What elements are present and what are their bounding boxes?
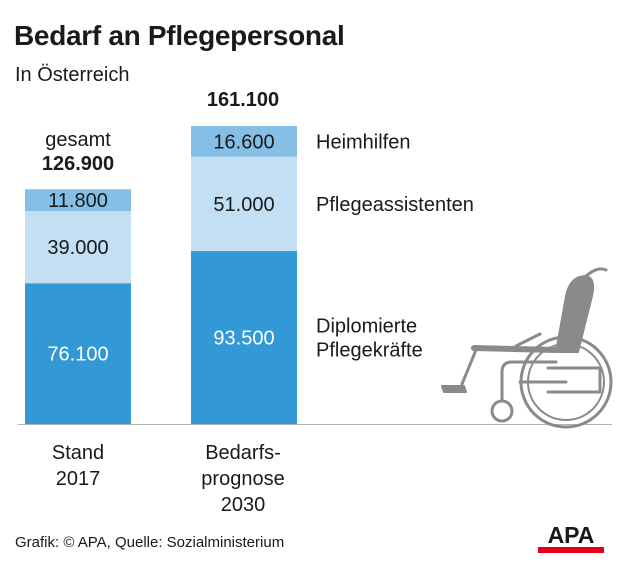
chart-title: Bedarf an Pflegepersonal bbox=[14, 20, 345, 51]
chart-subtitle: In Österreich bbox=[15, 64, 130, 86]
total-2017-prefix: gesamt bbox=[45, 129, 111, 151]
bar-segment bbox=[191, 251, 297, 424]
category-label-line: 2030 bbox=[220, 494, 266, 516]
total-2030: 161.100 bbox=[183, 88, 303, 112]
legend-label: Heimhilfen bbox=[316, 131, 410, 153]
data-label: 76.100 bbox=[47, 344, 108, 366]
data-label: 51.000 bbox=[213, 194, 274, 216]
bar-segment bbox=[25, 283, 131, 424]
category-label-2017: Stand 2017 bbox=[18, 440, 138, 492]
apa-logo: APA bbox=[538, 522, 604, 553]
wheelchair-icon bbox=[441, 267, 613, 429]
legend-label: Pflegekräfte bbox=[316, 340, 423, 362]
bar-segment bbox=[191, 156, 297, 252]
total-2017: gesamt 126.900 bbox=[18, 128, 138, 176]
svg-text:APA: APA bbox=[548, 522, 595, 548]
legend-label: Pflegeassistenten bbox=[316, 194, 474, 216]
stacked-bar-chart: 76.100 39.000 11.800 93.500 51.000 16.600 Dipl… bbox=[18, 126, 613, 429]
source-note: Grafik: © APA, Quelle: Sozialministerium bbox=[15, 534, 285, 551]
category-label-2030: Bedarfs- prognose 2030 bbox=[183, 440, 303, 518]
bar-segment bbox=[191, 126, 297, 157]
data-label: 39.000 bbox=[47, 237, 108, 259]
category-label-line: Stand bbox=[51, 442, 105, 464]
data-label: 16.600 bbox=[213, 131, 274, 153]
bar-segment bbox=[25, 211, 131, 284]
category-label-line: 2017 bbox=[55, 468, 101, 490]
category-label-line: Bedarfs- bbox=[205, 442, 281, 464]
total-2030-value: 161.100 bbox=[206, 89, 280, 111]
total-2017-value: 126.900 bbox=[41, 153, 115, 175]
data-label: 11.800 bbox=[48, 190, 108, 212]
data-label: 93.500 bbox=[213, 328, 274, 350]
category-label-line: prognose bbox=[201, 468, 285, 490]
bar-segment bbox=[25, 189, 131, 212]
legend-label: Diplomierte bbox=[316, 316, 417, 338]
